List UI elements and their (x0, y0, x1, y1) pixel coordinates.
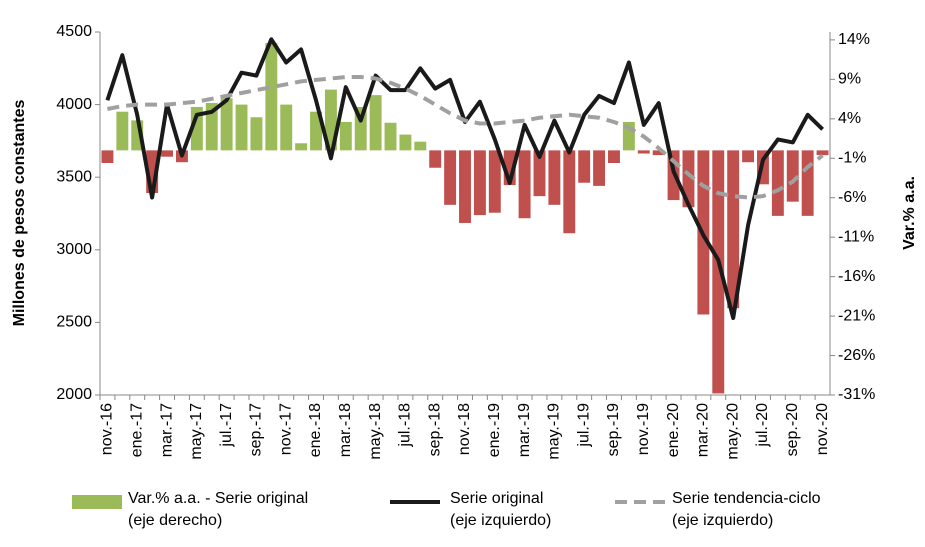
bar (265, 43, 278, 151)
y2-tick-label: 4% (838, 110, 861, 127)
x-tick-label: ene.-20 (665, 403, 682, 457)
x-tick-label: sep.-18 (426, 403, 443, 456)
bar (712, 150, 725, 394)
x-tick-label: mar.-17 (158, 403, 175, 457)
bar (637, 150, 650, 154)
x-tick-label: mar.-19 (516, 403, 533, 457)
bar (295, 143, 308, 151)
bar (503, 150, 516, 186)
bar (473, 150, 486, 216)
y2-tick-label: -16% (838, 268, 875, 285)
x-tick-label: sep.-19 (605, 403, 622, 456)
bar (146, 150, 159, 193)
bar (399, 134, 412, 151)
x-tick-label: nov.-16 (99, 403, 116, 455)
bar (414, 141, 427, 151)
bar (578, 150, 591, 183)
x-tick-label: ene.-19 (486, 403, 503, 457)
x-tick-label: may.-18 (367, 403, 384, 460)
bar (101, 150, 114, 163)
bar (459, 150, 471, 223)
y-tick-label: 4500 (56, 23, 92, 40)
y-tick-label: 2000 (56, 386, 92, 403)
x-tick-label: may.-17 (188, 403, 205, 460)
bar (563, 150, 576, 234)
bar (190, 106, 203, 151)
x-tick-label: nov.-19 (635, 403, 652, 455)
x-tick-label: jul.-20 (754, 403, 771, 448)
y2-tick-label: -11% (838, 228, 874, 245)
bar (384, 122, 397, 151)
y-tick-label: 4000 (56, 96, 92, 113)
y2-tick-label: -21% (838, 307, 875, 324)
bar (131, 120, 144, 151)
bar (652, 150, 665, 156)
bar (622, 121, 635, 151)
legend-swatch (72, 495, 122, 509)
x-tick-label: sep.-17 (248, 403, 265, 456)
x-tick-label: jul.-17 (218, 403, 235, 448)
y-axis-title: Millones de pesos constantes (11, 100, 28, 327)
bar (608, 150, 620, 163)
bar (682, 150, 695, 208)
x-tick-label: nov.-18 (456, 403, 473, 455)
x-tick-label: jul.-19 (575, 403, 592, 448)
x-tick-label: mar.-18 (337, 403, 354, 457)
y2-tick-label: 9% (838, 71, 861, 88)
bar (593, 150, 606, 186)
x-tick-label: ene.-17 (128, 403, 145, 457)
bar (220, 98, 233, 151)
bar (369, 95, 382, 151)
x-tick-label: mar.-20 (695, 403, 712, 457)
bar (727, 150, 740, 309)
x-tick-label: sep.-20 (784, 403, 801, 456)
bar (116, 111, 129, 151)
bar (429, 150, 442, 168)
bar (250, 117, 263, 151)
y2-tick-label: -6% (838, 189, 866, 206)
y2-tick-label: -26% (838, 347, 875, 364)
bar (771, 150, 784, 216)
y2-tick-label: -1% (838, 149, 866, 166)
bar (801, 150, 814, 216)
bar (235, 104, 248, 151)
bar (339, 121, 352, 151)
bar (354, 106, 367, 151)
x-tick-label: jul.-18 (397, 403, 414, 448)
y2-axis-title: Var.% a.a. (901, 176, 918, 250)
x-tick-label: ene.-18 (307, 403, 324, 457)
bar (280, 104, 293, 151)
bar (518, 150, 531, 219)
bar (205, 103, 218, 151)
y-tick-label: 3000 (56, 241, 92, 258)
line (107, 75, 824, 200)
legend-label: Serie tendencia-ciclo (eje izquierdo) (672, 490, 821, 529)
bar (533, 150, 546, 197)
y-tick-label: 2500 (56, 314, 92, 331)
bar (816, 150, 829, 156)
bar (786, 150, 799, 202)
bar (488, 150, 501, 213)
bar (548, 150, 561, 205)
bar (742, 150, 755, 163)
bar (310, 111, 322, 151)
bar (444, 150, 457, 205)
x-tick-label: may.-19 (546, 403, 563, 460)
legend-label: Var.% a.a. - Serie original (eje derecho… (128, 490, 309, 529)
legend-label: Serie original (eje izquierdo) (450, 490, 552, 529)
y2-tick-label: -31% (838, 386, 875, 403)
y2-tick-label: 14% (838, 31, 870, 48)
bar (161, 150, 173, 157)
x-tick-label: nov.-17 (277, 403, 294, 455)
bar (324, 89, 337, 151)
x-tick-label: may.-20 (724, 403, 741, 460)
y-tick-label: 3500 (56, 168, 92, 185)
x-tick-label: nov.-20 (814, 403, 831, 455)
